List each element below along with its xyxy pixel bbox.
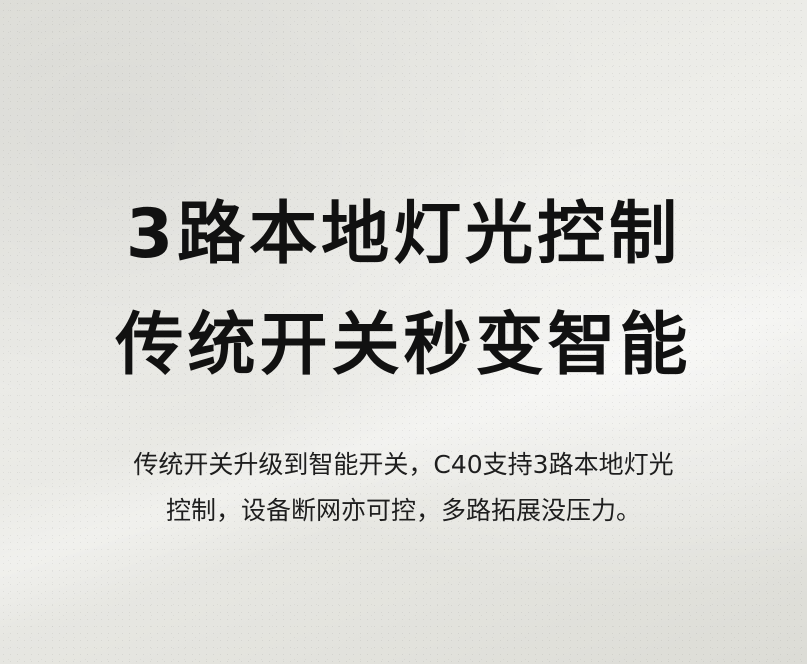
description-line-1: 传统开关升级到智能开关，C40支持3路本地灯光 [133, 450, 674, 479]
headline-line-2: 传统开关秒变智能 [115, 306, 692, 385]
description-line-2: 控制，设备断网亦可控，多路拓展没压力。 [165, 496, 641, 525]
headline-line-1: 3路本地灯光控制 [125, 195, 682, 274]
description: 传统开关升级到智能开关，C40支持3路本地灯光 控制，设备断网亦可控，多路拓展没… [60, 442, 747, 534]
